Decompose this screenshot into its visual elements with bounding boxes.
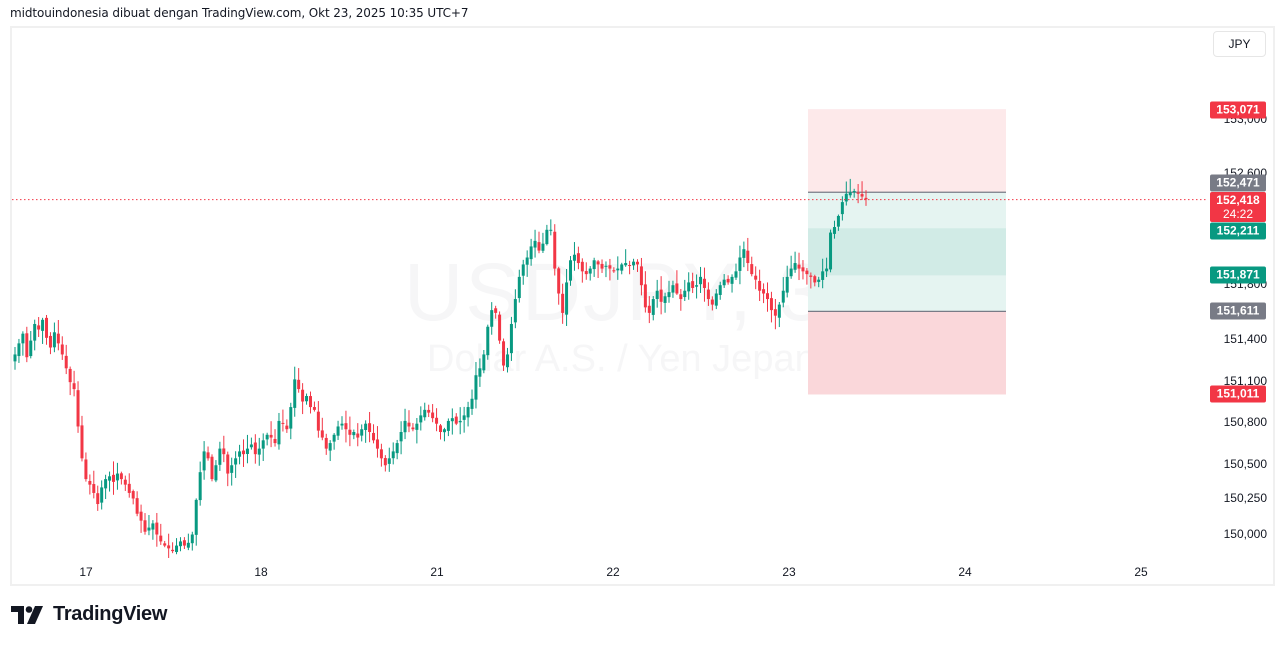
stop-loss-label-value: 151,011 [1216,386,1260,401]
take-profit-label: 153,071 [1210,101,1266,119]
time-tick-label: 24 [958,565,972,579]
price-axis[interactable]: 153,000 152,600 151,800 151,400 151,100 150,8… [1207,28,1273,584]
candlestick-series[interactable] [12,28,1207,558]
tradingview-logo-text: TradingView [53,603,168,625]
time-tick-label: 23 [782,565,796,579]
price-tick-label: 150,250 [1223,491,1267,505]
price-tick-label: 151,400 [1223,332,1267,346]
time-axis[interactable]: 17 18 21 22 23 24 25 [12,560,1207,584]
target-level-2-label: 151,871 [1210,266,1266,284]
chart-plot-area[interactable]: USDJPY, 30 Dollar A.S. / Yen Jepang [12,28,1207,558]
take-profit-label-value: 153,071 [1216,102,1260,117]
current-price-label: 152,418 24:22 [1210,192,1266,222]
price-tick-label: 150,800 [1223,415,1267,429]
time-tick-label: 21 [430,565,444,579]
stop-loss-zone[interactable] [808,311,1006,395]
bar-countdown: 24:22 [1222,207,1254,221]
candles [13,178,868,558]
entry-label-value: 152,471 [1216,175,1260,190]
chart-frame-bottom-border [10,584,1275,586]
chart-caption: midtouindonesia dibuat dengan TradingVie… [10,6,469,20]
currency-selector-button[interactable]: JPY [1213,31,1266,57]
take-profit-zone[interactable] [808,109,1006,193]
price-tick-label: 151,100 [1223,374,1267,388]
tradingview-logo-icon [11,605,43,624]
stop-reference-label-value: 151,611 [1216,303,1260,318]
price-tick-label: 150,000 [1223,527,1267,541]
position-tool[interactable] [808,109,1006,395]
entry-label: 152,471 [1210,174,1266,192]
target-level-2-label-value: 151,871 [1216,267,1260,282]
time-tick-label: 18 [254,565,268,579]
chart-frame-right-border [1273,26,1275,586]
time-tick-label: 25 [1134,565,1148,579]
target-band [808,228,1006,276]
stop-loss-label: 151,011 [1210,385,1266,403]
current-price-label-value: 152,418 [1216,193,1260,207]
target-level-1-label: 152,211 [1210,222,1266,240]
time-tick-label: 22 [606,565,620,579]
stop-reference-label: 151,611 [1210,302,1266,320]
time-tick-label: 17 [79,565,93,579]
tradingview-logo[interactable]: TradingView [11,603,167,626]
description-watermark: Dollar A.S. / Yen Jepang [427,338,837,380]
price-tick-label: 150,500 [1223,457,1267,471]
target-level-1-label-value: 152,211 [1216,223,1260,238]
